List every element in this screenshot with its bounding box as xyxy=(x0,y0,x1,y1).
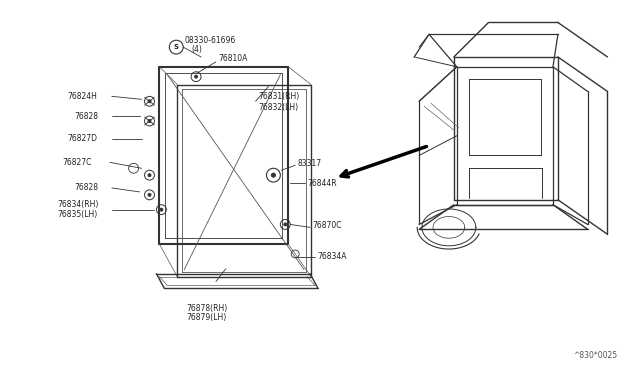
Text: 76824H: 76824H xyxy=(67,92,97,101)
Text: 76844R: 76844R xyxy=(307,179,337,187)
Text: 76878(RH): 76878(RH) xyxy=(186,304,227,312)
Text: 76879(LH): 76879(LH) xyxy=(186,314,227,323)
Text: S: S xyxy=(173,44,179,50)
Text: 76831(RH): 76831(RH) xyxy=(259,92,300,101)
Text: 76827C: 76827C xyxy=(62,158,92,167)
Circle shape xyxy=(148,174,151,177)
Text: 83317: 83317 xyxy=(297,159,321,168)
Circle shape xyxy=(148,193,151,196)
Text: 76834(RH): 76834(RH) xyxy=(58,200,99,209)
Text: 76835(LH): 76835(LH) xyxy=(58,210,97,219)
Circle shape xyxy=(148,100,151,103)
Text: 76832(LH): 76832(LH) xyxy=(259,103,299,112)
Text: 76870C: 76870C xyxy=(312,221,342,230)
Text: 08330-61696: 08330-61696 xyxy=(184,36,236,45)
Text: 76827D: 76827D xyxy=(67,134,97,143)
Text: 76828: 76828 xyxy=(74,112,98,121)
Circle shape xyxy=(271,173,275,177)
Text: (4): (4) xyxy=(191,45,202,54)
Circle shape xyxy=(284,223,287,226)
Text: 76828: 76828 xyxy=(74,183,98,192)
Circle shape xyxy=(160,208,163,211)
Text: 76834A: 76834A xyxy=(317,253,346,262)
Text: 76810A: 76810A xyxy=(218,54,247,64)
Circle shape xyxy=(195,75,198,78)
Text: ^830*0025: ^830*0025 xyxy=(573,351,617,360)
Circle shape xyxy=(148,119,151,122)
